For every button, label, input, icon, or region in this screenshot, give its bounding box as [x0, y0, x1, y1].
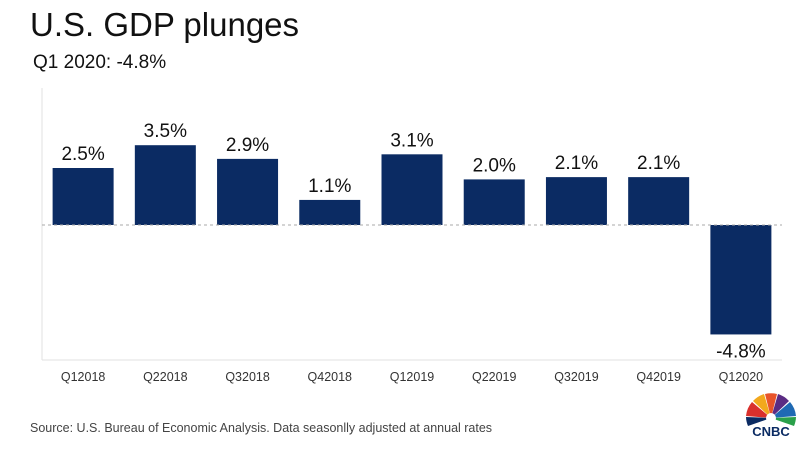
data-label-q42019: 2.1% — [637, 153, 680, 174]
x-tick-label-q12018: Q12018 — [61, 370, 106, 384]
x-tick-label-q32019: Q32019 — [554, 370, 599, 384]
source-note: Source: U.S. Bureau of Economic Analysis… — [30, 421, 493, 435]
bar-q12018 — [52, 168, 114, 225]
cnbc-logo: CNBC — [746, 393, 796, 438]
cnbc-logo-text: CNBC — [752, 424, 790, 438]
bar-q22019 — [463, 179, 525, 225]
bar-q22018 — [134, 145, 196, 225]
bar-q32019 — [545, 177, 607, 225]
data-label-q12019: 3.1% — [390, 130, 433, 151]
chart-title: U.S. GDP plunges — [30, 6, 300, 43]
data-label-q32019: 2.1% — [555, 153, 598, 174]
x-tick-label-q22018: Q22018 — [143, 370, 188, 384]
bar-q42018 — [299, 199, 361, 225]
x-tick-label-q22019: Q22019 — [472, 370, 517, 384]
bar-q42019 — [628, 177, 690, 225]
x-tick-label-q12019: Q12019 — [390, 370, 435, 384]
data-label-q12020: -4.8% — [716, 341, 766, 362]
x-tick-label-q12020: Q12020 — [719, 370, 764, 384]
bar-q12020 — [710, 225, 772, 335]
bar-chart: 2.5% Q12018 3.5% Q22018 2.9% Q32018 1.1% Q42018… — [41, 88, 782, 384]
data-label-q22018: 3.5% — [144, 121, 187, 142]
bar-q32018 — [217, 158, 279, 225]
x-tick-label-q42018: Q42018 — [308, 370, 353, 384]
chart-subtitle: Q1 2020: -4.8% — [33, 52, 167, 73]
bar-q12019 — [381, 154, 443, 225]
x-tick-label-q32018: Q32018 — [225, 370, 270, 384]
data-label-q12018: 2.5% — [61, 144, 104, 165]
data-label-q32018: 2.9% — [226, 135, 269, 156]
data-label-q42018: 1.1% — [308, 176, 351, 197]
data-label-q22019: 2.0% — [473, 155, 516, 176]
x-tick-label-q42019: Q42019 — [636, 370, 681, 384]
